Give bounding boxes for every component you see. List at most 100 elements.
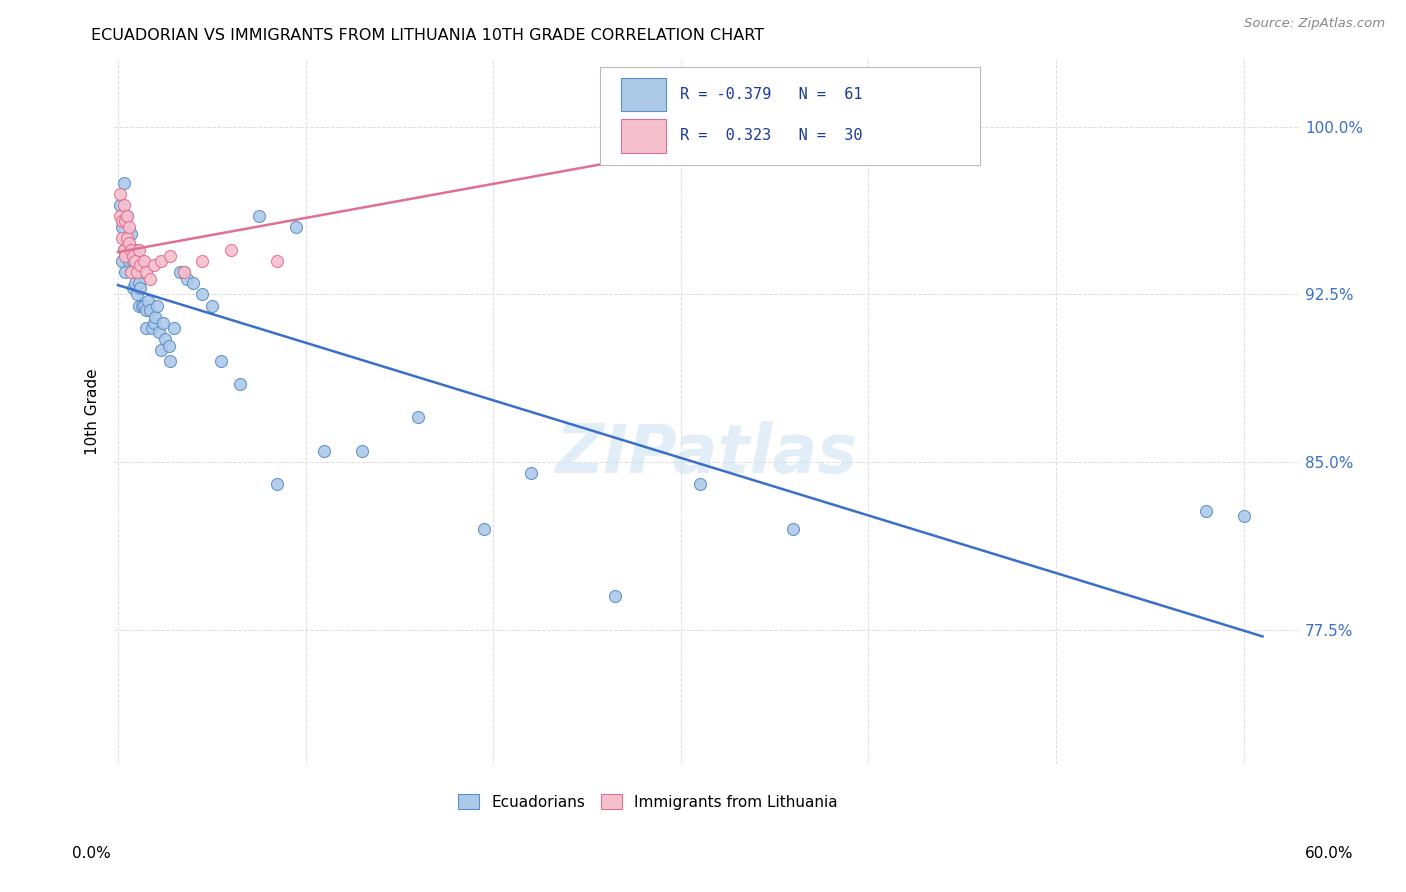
- Point: [122, 280, 145, 294]
- Point: [191, 253, 214, 268]
- Point: [285, 220, 308, 235]
- Point: [145, 310, 167, 324]
- FancyBboxPatch shape: [600, 67, 980, 165]
- Point: [472, 522, 495, 536]
- Point: [150, 343, 173, 358]
- Point: [1233, 508, 1256, 523]
- Point: [118, 235, 141, 250]
- Point: [128, 276, 150, 290]
- Point: [112, 198, 135, 212]
- Point: [124, 276, 146, 290]
- Point: [159, 249, 181, 263]
- Point: [124, 243, 146, 257]
- Point: [125, 265, 148, 279]
- Point: [117, 209, 139, 223]
- Point: [142, 258, 165, 272]
- FancyBboxPatch shape: [620, 78, 665, 112]
- Legend: Ecuadorians, Immigrants from Lithuania: Ecuadorians, Immigrants from Lithuania: [451, 789, 844, 816]
- Point: [519, 466, 541, 480]
- Point: [148, 326, 170, 340]
- Point: [108, 186, 131, 201]
- Point: [314, 443, 336, 458]
- Point: [112, 243, 135, 257]
- Point: [129, 258, 152, 272]
- Point: [125, 265, 148, 279]
- Point: [605, 589, 627, 603]
- Point: [139, 303, 162, 318]
- Text: 0.0%: 0.0%: [72, 847, 111, 861]
- Point: [159, 354, 181, 368]
- Point: [114, 265, 136, 279]
- Point: [117, 209, 139, 223]
- Point: [111, 231, 134, 245]
- Point: [122, 249, 145, 263]
- Text: Source: ZipAtlas.com: Source: ZipAtlas.com: [1244, 17, 1385, 29]
- Point: [176, 271, 198, 285]
- Y-axis label: 10th Grade: 10th Grade: [86, 368, 100, 455]
- Point: [152, 317, 174, 331]
- Point: [153, 332, 176, 346]
- Point: [134, 253, 156, 268]
- Point: [111, 253, 134, 268]
- Point: [266, 477, 288, 491]
- Point: [209, 354, 232, 368]
- Point: [1195, 504, 1218, 518]
- Point: [111, 220, 134, 235]
- Point: [689, 477, 711, 491]
- Point: [350, 443, 373, 458]
- Point: [406, 410, 429, 425]
- Text: R =  0.323   N =  30: R = 0.323 N = 30: [681, 128, 862, 143]
- Point: [163, 321, 186, 335]
- Point: [114, 249, 136, 263]
- Point: [122, 253, 145, 268]
- Point: [118, 243, 141, 257]
- Point: [219, 243, 242, 257]
- Point: [135, 303, 157, 318]
- Point: [131, 299, 153, 313]
- Point: [117, 231, 139, 245]
- Point: [266, 253, 288, 268]
- Point: [112, 243, 135, 257]
- Text: ZIPatlas: ZIPatlas: [557, 421, 858, 487]
- Point: [114, 209, 136, 223]
- Text: R = -0.379   N =  61: R = -0.379 N = 61: [681, 87, 862, 102]
- Point: [181, 276, 204, 290]
- Point: [125, 287, 148, 301]
- Point: [118, 220, 141, 235]
- Point: [146, 299, 169, 313]
- Point: [120, 265, 142, 279]
- Point: [120, 227, 142, 241]
- Point: [173, 265, 195, 279]
- Point: [173, 265, 195, 279]
- Point: [139, 271, 162, 285]
- Point: [142, 317, 165, 331]
- Point: [111, 213, 134, 227]
- FancyBboxPatch shape: [620, 119, 665, 153]
- Point: [120, 265, 142, 279]
- Point: [191, 287, 214, 301]
- Point: [120, 243, 142, 257]
- Point: [112, 176, 135, 190]
- Point: [108, 198, 131, 212]
- Point: [128, 243, 150, 257]
- Point: [128, 299, 150, 313]
- Point: [118, 253, 141, 268]
- Point: [114, 213, 136, 227]
- Point: [201, 299, 224, 313]
- Point: [782, 522, 804, 536]
- Text: 60.0%: 60.0%: [1305, 847, 1353, 861]
- Point: [623, 120, 645, 134]
- Point: [229, 376, 252, 391]
- Point: [150, 253, 173, 268]
- Point: [129, 258, 152, 272]
- Point: [108, 209, 131, 223]
- Point: [141, 321, 163, 335]
- Text: ECUADORIAN VS IMMIGRANTS FROM LITHUANIA 10TH GRADE CORRELATION CHART: ECUADORIAN VS IMMIGRANTS FROM LITHUANIA …: [91, 29, 765, 43]
- Point: [169, 265, 191, 279]
- Point: [124, 253, 146, 268]
- Point: [129, 280, 152, 294]
- Point: [135, 321, 157, 335]
- Point: [247, 209, 270, 223]
- Point: [135, 265, 157, 279]
- Point: [157, 339, 180, 353]
